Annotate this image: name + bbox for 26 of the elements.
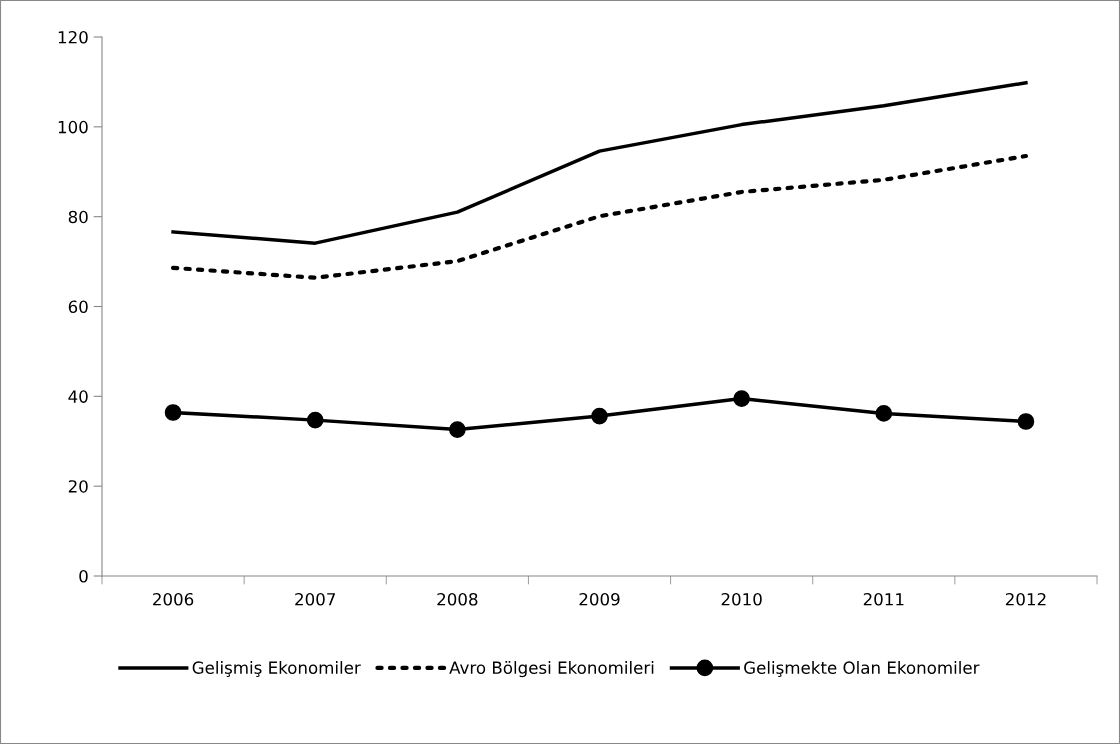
- legend-label: Avro Bölgesi Ekonomileri: [449, 661, 654, 678]
- point: [733, 390, 750, 407]
- point: [164, 404, 182, 421]
- y-tick-label: 40: [68, 390, 88, 403]
- point: [591, 407, 608, 425]
- y-tick-label: 120: [58, 30, 88, 44]
- x-tick-label: 2008: [437, 592, 478, 606]
- x-tick-label: 2011: [863, 592, 904, 606]
- legend-label: Gelişmekte Olan Ekonomiler: [744, 661, 980, 677]
- y-tick-label: 60: [68, 300, 88, 314]
- x-tick-label: 2010: [721, 592, 762, 606]
- line-series: [170, 153, 1029, 280]
- x-tick-label: 2012: [1005, 592, 1046, 606]
- legend-label: Gelişmiş Ekonomiler: [192, 661, 361, 677]
- y-tick-label: 0: [79, 569, 88, 583]
- point: [1017, 413, 1035, 430]
- x-tick-label: 2007: [295, 592, 335, 606]
- y-tick-label: 20: [68, 480, 88, 493]
- y-tick-label: 100: [58, 120, 88, 134]
- x-tick-label: 2006: [153, 592, 194, 606]
- line-series: [171, 81, 1028, 245]
- point: [449, 421, 466, 438]
- x-tick-label: 2009: [579, 592, 620, 606]
- point: [875, 405, 893, 422]
- y-tick-label: 80: [68, 210, 88, 224]
- point: [306, 411, 324, 429]
